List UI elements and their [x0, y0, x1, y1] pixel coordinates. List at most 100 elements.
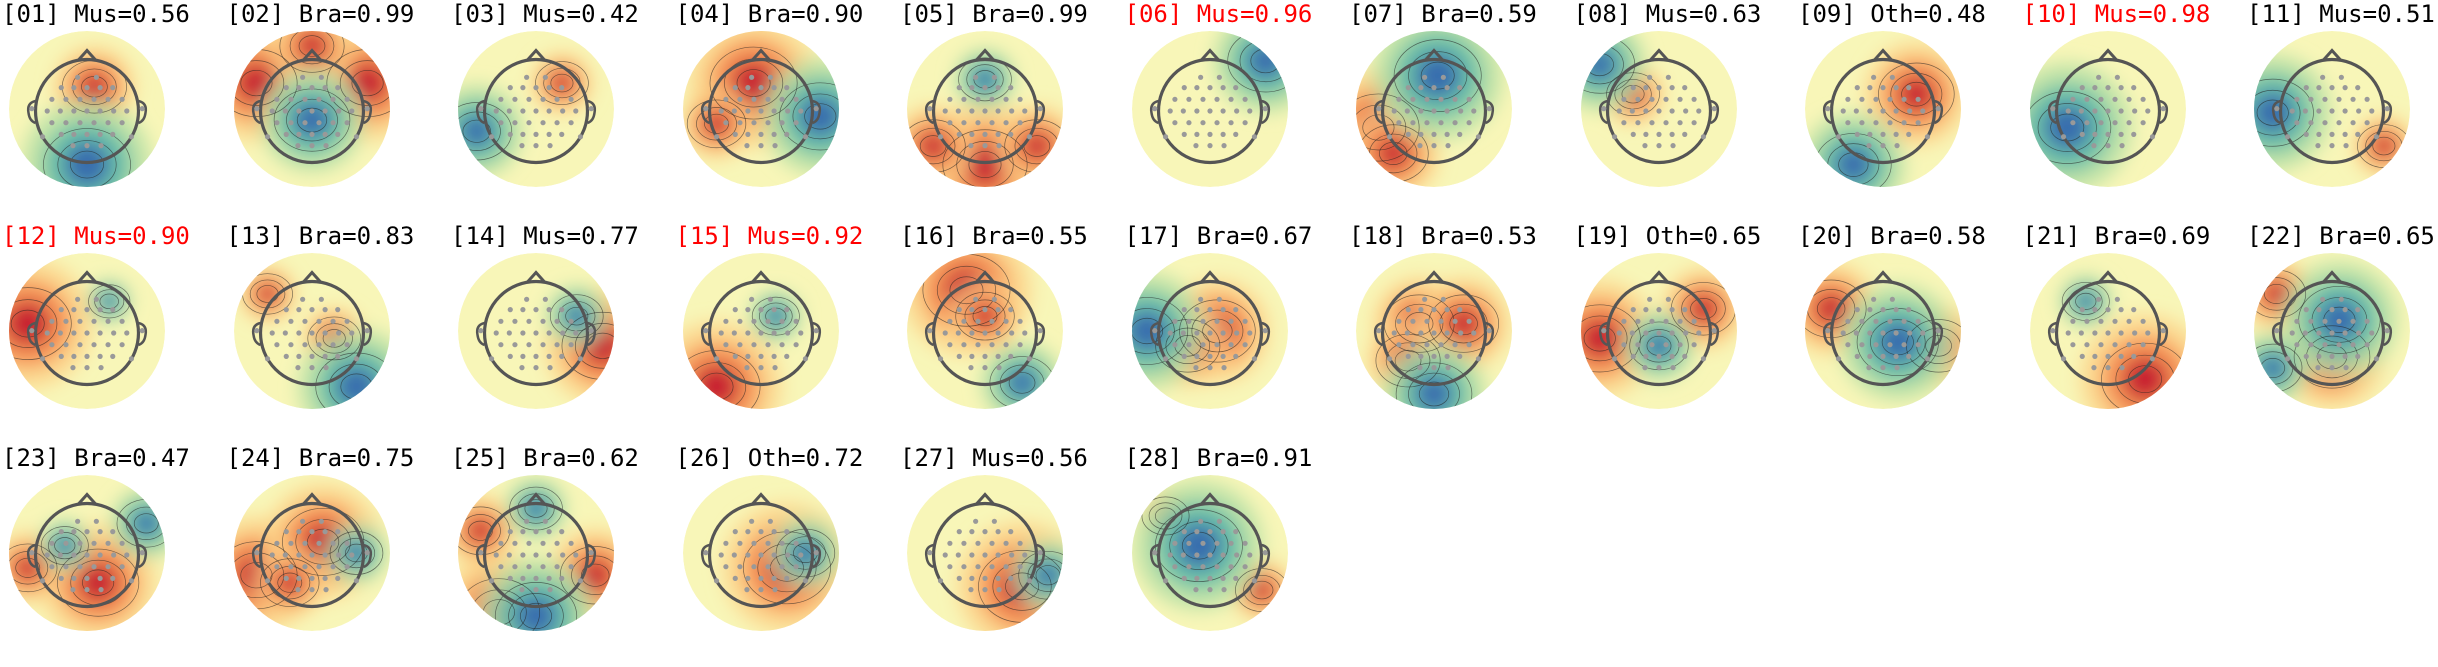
head-outline	[482, 279, 590, 387]
electrode-dot	[2083, 318, 2090, 324]
electrode-dot	[2065, 108, 2071, 114]
component-probability: 0.92	[805, 222, 864, 250]
electrode-dot	[105, 96, 111, 102]
electrode-dot	[44, 552, 50, 558]
electrode-dot	[713, 134, 719, 140]
contour-line	[972, 306, 998, 327]
electrode-dot	[1181, 353, 1187, 359]
electrode-dot	[1037, 106, 1043, 112]
electrode-dot	[2284, 356, 2291, 362]
contour-line	[9, 299, 58, 348]
electrode-dot	[58, 131, 64, 137]
electrode-dot	[49, 120, 55, 126]
electrode-dot	[2091, 85, 2097, 91]
ear-marker	[2271, 99, 2281, 125]
electrode-dot	[1444, 330, 1450, 336]
ear-marker	[2271, 321, 2281, 347]
topomap	[233, 31, 390, 187]
electrode-dot	[764, 120, 771, 126]
electrode-dot	[1206, 307, 1213, 313]
electrode-dot	[512, 564, 518, 570]
nose-marker	[2321, 48, 2343, 62]
negative-activation	[2260, 355, 2286, 381]
electrode-dot	[318, 296, 324, 302]
electrode-dot	[44, 330, 50, 336]
nose-marker	[525, 492, 547, 506]
component-label: Bra	[298, 0, 343, 28]
electrode-dot	[975, 120, 981, 126]
electrode-dot	[1711, 106, 1717, 112]
electrode-dot	[764, 564, 771, 570]
electrode-dot	[533, 587, 539, 593]
electrode-dot	[2104, 143, 2111, 149]
electrode-dot	[2308, 318, 2314, 324]
electrode-dot	[1009, 108, 1015, 114]
electrode-dot	[488, 578, 495, 584]
electrode-dot	[478, 328, 484, 334]
electrode-dot	[2144, 330, 2150, 336]
contour-line	[956, 140, 1014, 187]
contour-line	[968, 151, 1002, 179]
electrode-dot	[498, 96, 504, 102]
electrode-dot	[1151, 106, 1157, 112]
contour-line	[1131, 317, 1163, 345]
ear-marker	[1260, 321, 1270, 347]
electrode-dot	[97, 330, 103, 336]
positive-activation	[1898, 75, 1935, 113]
electrode-dot	[2104, 108, 2111, 114]
electrode-dot	[1475, 134, 1482, 140]
electrode-dot	[295, 131, 301, 137]
contour-line	[682, 350, 760, 409]
electrode-dot	[991, 74, 997, 80]
electrode-dot	[1197, 518, 1203, 524]
electrode-dot	[722, 96, 728, 102]
electrode-dot	[783, 353, 789, 359]
electrode-dot	[97, 85, 103, 91]
topomap	[2029, 253, 2186, 409]
component-tile: [08] Mus=0.63	[1574, 0, 1798, 222]
electrode-dot	[119, 96, 125, 102]
electrode-dot	[91, 120, 97, 126]
electrode-dot	[344, 96, 350, 102]
electrode-dot	[334, 131, 340, 137]
electrode-dot	[1418, 131, 1424, 137]
electrode-dot	[736, 564, 743, 570]
electrode-dot	[1691, 318, 1697, 324]
electrode-dot	[731, 330, 737, 336]
component-label: Bra	[2094, 222, 2139, 250]
electrode-dot	[1867, 330, 1873, 336]
electrode-dot	[1634, 96, 1641, 102]
electrode-dot	[1410, 342, 1416, 348]
electrode-dot	[1681, 353, 1687, 359]
positive-activation	[2121, 356, 2168, 402]
electrode-dot	[533, 307, 539, 313]
electrode-dot	[287, 540, 294, 546]
electrode-dot	[2149, 356, 2155, 362]
electrode-dot	[2104, 307, 2111, 313]
electrode-dot	[732, 575, 738, 581]
ear-marker	[1485, 321, 1495, 347]
electrode-dot	[2364, 96, 2370, 102]
electrode-dot	[2118, 108, 2124, 114]
contour-line	[1362, 114, 1395, 141]
electrode-dot	[1853, 108, 1859, 114]
electrode-dot	[2336, 318, 2342, 324]
electrode-dot	[1893, 307, 1899, 313]
electrode-dot	[1859, 96, 1865, 102]
electrode-dot	[93, 74, 99, 80]
electrode-dot	[1216, 74, 1222, 80]
electrode-dot	[554, 540, 560, 546]
electrode-dot	[2342, 330, 2348, 336]
electrode-dot	[63, 540, 69, 546]
contour-line	[936, 265, 997, 315]
electrode-dot	[2091, 131, 2097, 137]
electrode-dot	[937, 356, 944, 362]
electrode-dot	[1893, 85, 1899, 91]
electrode-dot	[287, 342, 294, 348]
component-tile: [26] Oth=0.72	[676, 444, 900, 666]
electrode-dot	[1022, 330, 1028, 336]
electrode-dot	[507, 85, 513, 91]
electrode-dot	[322, 529, 328, 535]
electrode-dot	[732, 307, 738, 313]
electrode-dot	[1457, 307, 1463, 313]
